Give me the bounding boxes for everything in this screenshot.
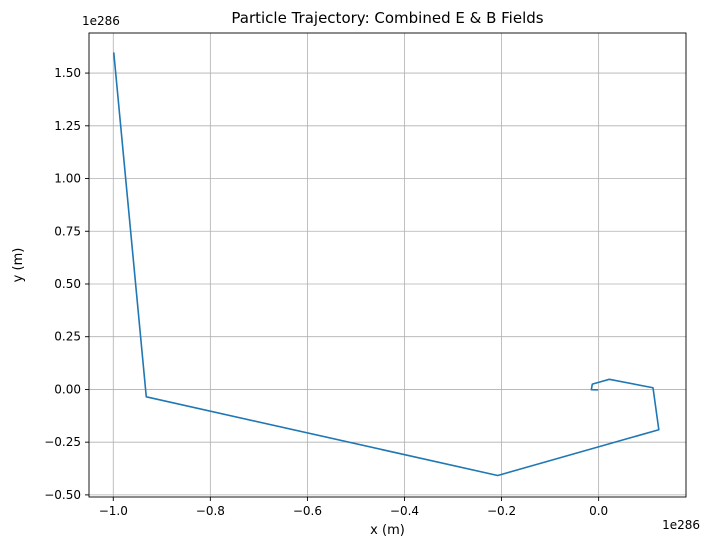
x-tick-label: −1.0: [99, 504, 128, 518]
series-layer: [112, 52, 660, 477]
x-axis-label: x (m): [370, 523, 405, 538]
y-axis-label: y (m): [11, 248, 26, 283]
chart-title: Particle Trajectory: Combined E & B Fiel…: [231, 9, 543, 27]
y-tick-label: 0.00: [54, 382, 81, 396]
y-tick-label: 0.50: [54, 277, 81, 291]
y-tick-label: 1.25: [54, 119, 81, 133]
x-tick-label: −0.6: [293, 504, 322, 518]
y-tick-label: 1.50: [54, 66, 81, 80]
tick-layer: −1.0 −0.8 −0.6 −0.4 −0.2 0.0 −0.50 −0.25 0.00 0.2…: [44, 66, 608, 518]
y-tick-label: −0.50: [44, 488, 81, 502]
x-axis-offset-label: 1e286: [662, 518, 700, 532]
y-tick-label: 0.75: [54, 224, 81, 238]
y-tick-label: −0.25: [44, 435, 81, 449]
x-tick-label: −0.4: [390, 504, 419, 518]
x-tick-label: −0.8: [196, 504, 225, 518]
x-tick-label: −0.2: [487, 504, 516, 518]
y-tick-label: 1.00: [54, 172, 81, 186]
x-tick-label: 0.0: [589, 504, 608, 518]
grid-layer: [89, 33, 686, 497]
plot-frame: [88, 32, 687, 498]
y-axis-offset-label: 1e286: [82, 14, 120, 28]
trajectory-line: [112, 52, 660, 477]
y-tick-label: 0.25: [54, 330, 81, 344]
